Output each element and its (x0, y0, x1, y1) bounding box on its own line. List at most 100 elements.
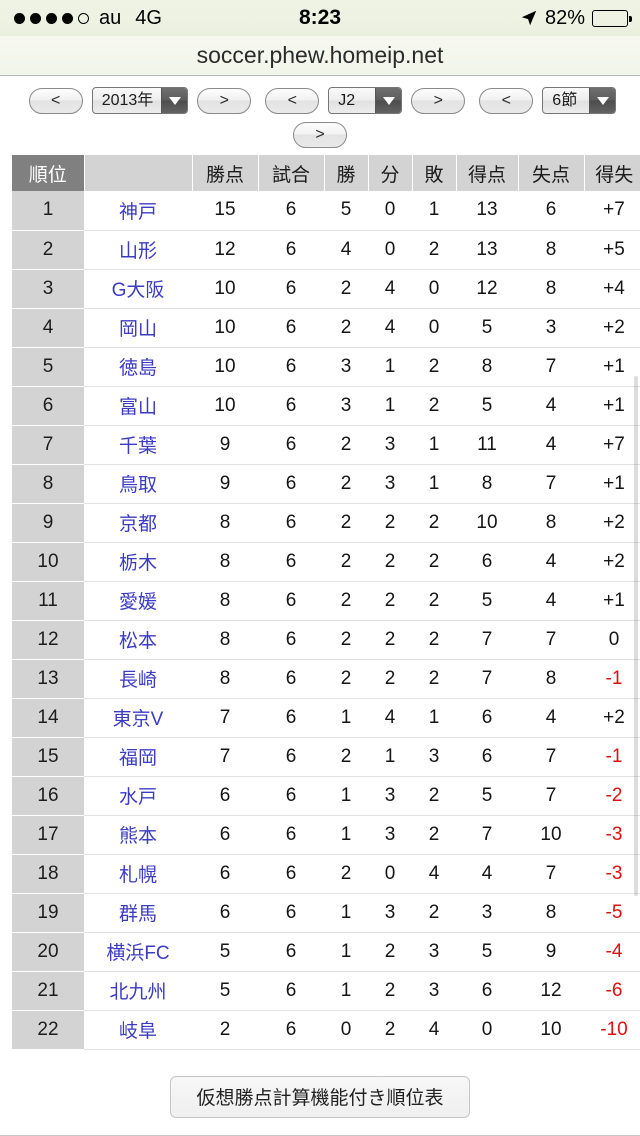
network-type-label: 4G (135, 6, 162, 29)
cell-rank: 13 (12, 659, 84, 699)
cell-losses: 2 (412, 542, 456, 582)
year-select[interactable]: 2013年 (91, 87, 189, 114)
header-wins: 勝 (324, 155, 369, 191)
team-link[interactable]: 北九州 (109, 982, 167, 1003)
vertical-scrollbar[interactable] (634, 376, 638, 896)
team-link[interactable]: 松本 (118, 631, 157, 652)
cell-goals-for: 6 (456, 737, 518, 777)
cell-losses: 2 (412, 581, 456, 621)
cell-draws: 3 (368, 893, 412, 933)
team-link[interactable]: 鳥取 (118, 475, 157, 496)
cell-rank: 18 (12, 854, 84, 894)
cell-wins: 1 (324, 776, 368, 816)
team-link[interactable]: 岐阜 (118, 1021, 157, 1042)
cell-games: 6 (258, 191, 324, 231)
cell-points: 8 (192, 542, 258, 582)
cell-goals-against: 8 (518, 269, 584, 309)
team-link[interactable]: 愛媛 (118, 592, 157, 613)
cell-goals-against: 7 (518, 347, 584, 387)
round-prev-button[interactable]: < (479, 87, 534, 114)
cell-losses: 2 (412, 893, 456, 933)
cell-team: 東京V (84, 698, 192, 738)
cell-wins: 2 (324, 659, 368, 699)
league-next-button[interactable]: > (411, 87, 466, 114)
cell-wins: 1 (324, 698, 368, 738)
cell-draws: 4 (368, 308, 412, 348)
team-link[interactable]: 横浜FC (106, 943, 170, 964)
league-select-value: J2 (338, 91, 356, 109)
cell-goals-for: 13 (456, 191, 518, 231)
league-prev-button[interactable]: < (265, 87, 320, 114)
chevron-down-icon (161, 88, 188, 113)
team-link[interactable]: 東京V (112, 709, 164, 730)
cell-team: 栃木 (84, 542, 192, 582)
cell-rank: 6 (12, 386, 84, 426)
team-link[interactable]: 京都 (118, 514, 157, 535)
table-row: 16 水戸 6 6 1 3 2 5 7 -2 (12, 776, 640, 816)
cell-games: 6 (258, 893, 324, 933)
browser-url-bar[interactable]: soccer.phew.homeip.net (0, 36, 640, 76)
cell-goal-diff: -5 (584, 893, 640, 933)
cell-points: 8 (192, 581, 258, 621)
team-link[interactable]: 栃木 (118, 553, 157, 574)
table-row: 1 神戸 15 6 5 0 1 13 6 +7 (12, 191, 640, 231)
team-link[interactable]: 福岡 (118, 748, 157, 769)
team-link[interactable]: 長崎 (118, 670, 157, 691)
cell-points: 6 (192, 815, 258, 855)
cell-rank: 1 (12, 191, 84, 231)
year-next-button[interactable]: > (197, 87, 252, 114)
cell-goal-diff: -3 (584, 854, 640, 894)
header-points: 勝点 (192, 155, 259, 191)
cell-draws: 2 (368, 659, 412, 699)
round-control-group: < 6節 (472, 84, 618, 117)
cell-games: 6 (258, 659, 324, 699)
team-link[interactable]: 山形 (118, 241, 157, 262)
cell-losses: 1 (412, 425, 456, 465)
cell-rank: 3 (12, 269, 84, 309)
cell-goal-diff: +2 (584, 698, 640, 738)
team-link[interactable]: 徳島 (118, 358, 157, 379)
cell-goals-against: 7 (518, 464, 584, 504)
cell-points: 10 (192, 308, 258, 348)
team-link[interactable]: 群馬 (118, 904, 157, 925)
league-select[interactable]: J2 (328, 87, 403, 114)
team-link[interactable]: 岡山 (118, 319, 157, 340)
team-link[interactable]: 熊本 (118, 826, 157, 847)
cell-goals-against: 6 (518, 191, 584, 231)
team-link[interactable]: 千葉 (118, 436, 157, 457)
round-next-button[interactable]: > (293, 122, 347, 148)
table-row: 21 北九州 5 6 1 2 3 6 12 -6 (12, 971, 640, 1011)
table-row: 12 松本 8 6 2 2 2 7 7 0 (12, 620, 640, 660)
cell-goal-diff: +1 (584, 347, 640, 387)
header-games: 試合 (258, 155, 325, 191)
cell-goal-diff: +2 (584, 503, 640, 543)
team-link[interactable]: 富山 (118, 397, 157, 418)
team-link[interactable]: G大阪 (111, 280, 165, 301)
header-team (84, 155, 193, 191)
cell-losses: 4 (412, 854, 456, 894)
cell-rank: 17 (12, 815, 84, 855)
cell-goal-diff: -1 (584, 737, 640, 777)
cell-games: 6 (258, 464, 324, 504)
team-link[interactable]: 神戸 (118, 201, 157, 223)
cell-goals-against: 12 (518, 971, 584, 1011)
cell-games: 6 (258, 581, 324, 621)
battery-percent-label: 82% (544, 6, 585, 29)
cell-goal-diff: +7 (584, 425, 640, 465)
status-bar: au 4G 8:23 82% (0, 0, 640, 36)
cell-rank: 11 (12, 581, 84, 621)
team-link[interactable]: 札幌 (118, 865, 157, 886)
team-link[interactable]: 水戸 (118, 787, 157, 808)
year-prev-button[interactable]: < (28, 87, 83, 114)
cell-goals-for: 7 (456, 815, 518, 855)
cell-wins: 0 (324, 1010, 368, 1050)
cell-goal-diff: +7 (584, 191, 640, 231)
virtual-points-table-button[interactable]: 仮想勝点計算機能付き順位表 (170, 1075, 470, 1118)
cell-goal-diff: +1 (584, 464, 640, 504)
cell-points: 5 (192, 971, 258, 1011)
cell-goals-for: 0 (456, 1010, 518, 1050)
cell-wins: 1 (324, 932, 368, 972)
cell-team: 徳島 (84, 347, 192, 387)
round-select[interactable]: 6節 (542, 87, 617, 114)
cell-team: 富山 (84, 386, 192, 426)
